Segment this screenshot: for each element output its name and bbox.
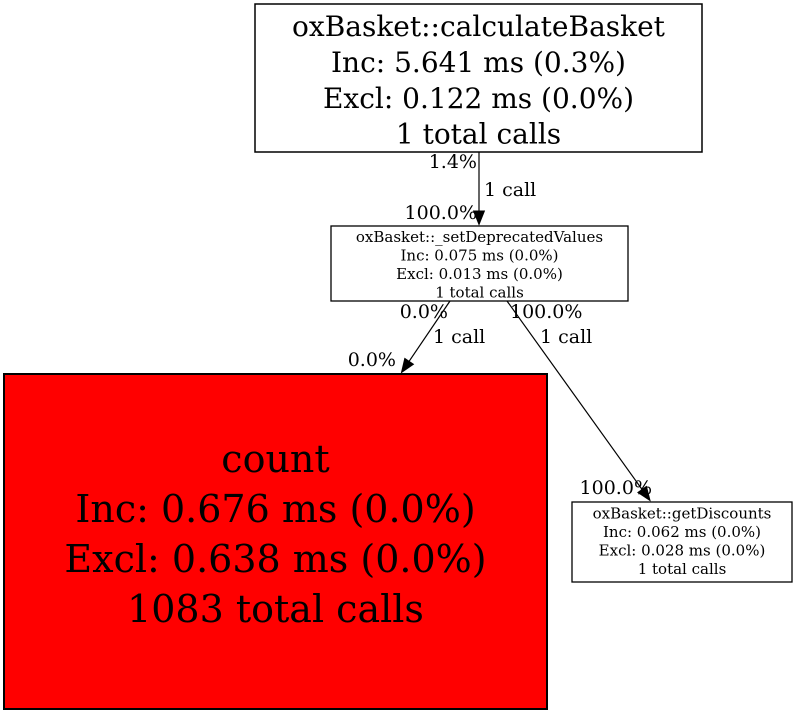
node-inclusive-time: Inc: 0.676 ms (0.0%) bbox=[75, 487, 475, 531]
edge-target-percent-label: 0.0% bbox=[348, 349, 396, 371]
edge-target-percent-label: 100.0% bbox=[405, 202, 477, 224]
node-oxbasket-calculatebasket[interactable]: oxBasket::calculateBasket Inc: 5.641 ms … bbox=[254, 3, 703, 153]
node-box bbox=[3, 373, 548, 710]
edge-line bbox=[408, 300, 451, 362]
node-total-calls: 1 total calls bbox=[396, 118, 561, 151]
node-inclusive-time: Inc: 5.641 ms (0.3%) bbox=[331, 46, 626, 79]
edge-calculatebasket-to-setdeprecatedvalues: 1.4% 1 call 100.0% bbox=[405, 151, 536, 226]
node-total-calls: 1 total calls bbox=[638, 560, 727, 578]
node-exclusive-time: Excl: 0.122 ms (0.0%) bbox=[323, 82, 634, 115]
node-total-calls: 1083 total calls bbox=[127, 587, 424, 631]
node-box bbox=[330, 225, 629, 302]
node-box bbox=[254, 3, 703, 153]
node-oxbasket-getdiscounts[interactable]: oxBasket::getDiscounts Inc: 0.062 ms (0.… bbox=[571, 501, 793, 583]
edge-source-percent-label: 100.0% bbox=[510, 301, 582, 323]
edge-arrowhead bbox=[472, 210, 486, 226]
edge-line bbox=[506, 300, 643, 490]
edge-setdeprecatedvalues-to-getdiscounts: 100.0% 1 call 100.0% bbox=[506, 300, 652, 502]
edge-arrowhead bbox=[400, 357, 415, 374]
edge-target-percent-label: 100.0% bbox=[580, 477, 652, 499]
edge-source-percent-label: 0.0% bbox=[400, 301, 448, 323]
edge-call-count-label: 1 call bbox=[433, 326, 485, 348]
edge-source-percent-label: 1.4% bbox=[429, 151, 477, 173]
node-oxbasket-setdeprecatedvalues[interactable]: oxBasket::_setDeprecatedValues Inc: 0.07… bbox=[330, 225, 629, 302]
node-inclusive-time: Inc: 0.075 ms (0.0%) bbox=[400, 247, 558, 265]
edge-call-count-label: 1 call bbox=[540, 326, 592, 348]
node-exclusive-time: Excl: 0.028 ms (0.0%) bbox=[599, 542, 766, 560]
node-exclusive-time: Excl: 0.638 ms (0.0%) bbox=[64, 537, 486, 581]
node-title: oxBasket::getDiscounts bbox=[593, 505, 772, 523]
node-title: oxBasket::_setDeprecatedValues bbox=[356, 228, 603, 246]
node-inclusive-time: Inc: 0.062 ms (0.0%) bbox=[603, 523, 761, 541]
edge-call-count-label: 1 call bbox=[484, 179, 536, 201]
node-title: count bbox=[221, 437, 329, 481]
edge-setdeprecatedvalues-to-count: 0.0% 1 call 0.0% bbox=[348, 300, 485, 374]
node-title: oxBasket::calculateBasket bbox=[292, 10, 666, 43]
node-total-calls: 1 total calls bbox=[435, 284, 524, 302]
edge-arrowhead bbox=[637, 485, 651, 502]
node-count[interactable]: count Inc: 0.676 ms (0.0%) Excl: 0.638 m… bbox=[3, 373, 548, 710]
node-exclusive-time: Excl: 0.013 ms (0.0%) bbox=[396, 265, 563, 283]
node-box bbox=[571, 501, 793, 583]
